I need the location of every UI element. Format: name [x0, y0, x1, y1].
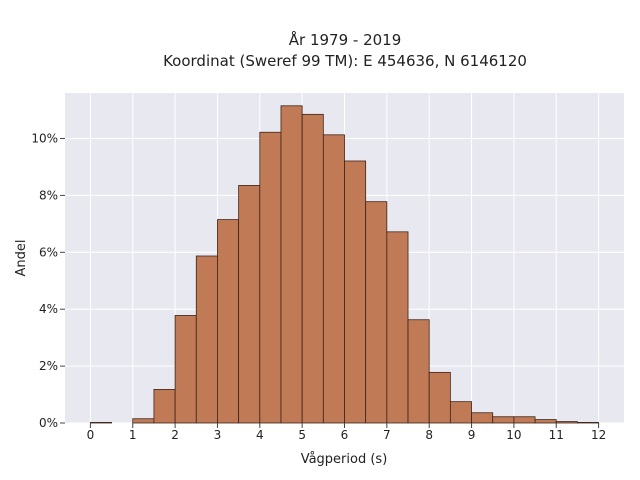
- x-tick-label: 5: [298, 428, 306, 442]
- histogram-bar: [428, 371, 451, 424]
- x-tick-label: 12: [591, 428, 606, 442]
- x-tick-label: 11: [549, 428, 564, 442]
- x-tick-label: 4: [256, 428, 264, 442]
- histogram-bar: [322, 134, 345, 424]
- x-tick-label: 9: [468, 428, 476, 442]
- chart-subtitle: Koordinat (Sweref 99 TM): E 454636, N 61…: [163, 52, 527, 70]
- histogram-bar: [492, 416, 515, 424]
- histogram-bar: [174, 315, 197, 424]
- histogram-bar: [153, 389, 176, 424]
- histogram-bar: [407, 319, 430, 424]
- y-tick-label: 8%: [39, 188, 58, 202]
- histogram-bar: [471, 412, 494, 424]
- x-tick-label: 3: [214, 428, 222, 442]
- histogram-bar: [577, 422, 599, 424]
- x-tick-label: 2: [171, 428, 179, 442]
- x-tick-label: 0: [87, 428, 95, 442]
- histogram-bar: [217, 219, 240, 424]
- x-axis-ticks: 0 1 2 3 4 5 6 7 8 9 10 11 12: [87, 423, 606, 442]
- histogram-bar: [555, 421, 578, 424]
- y-tick-label: 0%: [39, 416, 58, 430]
- histogram-bar: [344, 160, 367, 424]
- y-axis-label: Andel: [14, 240, 29, 277]
- histogram-bar: [195, 255, 218, 424]
- y-tick-label: 2%: [39, 359, 58, 373]
- histogram-bar: [365, 201, 388, 424]
- x-axis-label: Vågperiod (s): [301, 452, 388, 467]
- y-tick-label: 4%: [39, 302, 58, 316]
- chart-title: År 1979 - 2019: [289, 30, 402, 49]
- histogram-bar: [259, 131, 282, 424]
- histogram-bar: [132, 418, 155, 424]
- x-tick-label: 1: [129, 428, 137, 442]
- histogram-bar: [449, 401, 472, 424]
- x-tick-label: 10: [506, 428, 521, 442]
- y-tick-label: 6%: [39, 245, 58, 259]
- bars: [90, 105, 599, 424]
- y-tick-label: 10%: [31, 132, 58, 146]
- histogram-bar: [238, 185, 261, 424]
- histogram-bar: [280, 105, 303, 424]
- histogram-bar: [301, 113, 324, 424]
- histogram-bar: [534, 419, 557, 424]
- histogram-bar: [513, 416, 536, 424]
- x-tick-label: 7: [383, 428, 391, 442]
- histogram-bar: [386, 231, 409, 424]
- y-axis-ticks: 0% 2% 4% 6% 8% 10%: [31, 132, 65, 430]
- histogram-bar: [90, 422, 112, 424]
- x-tick-label: 6: [341, 428, 349, 442]
- x-tick-label: 8: [425, 428, 433, 442]
